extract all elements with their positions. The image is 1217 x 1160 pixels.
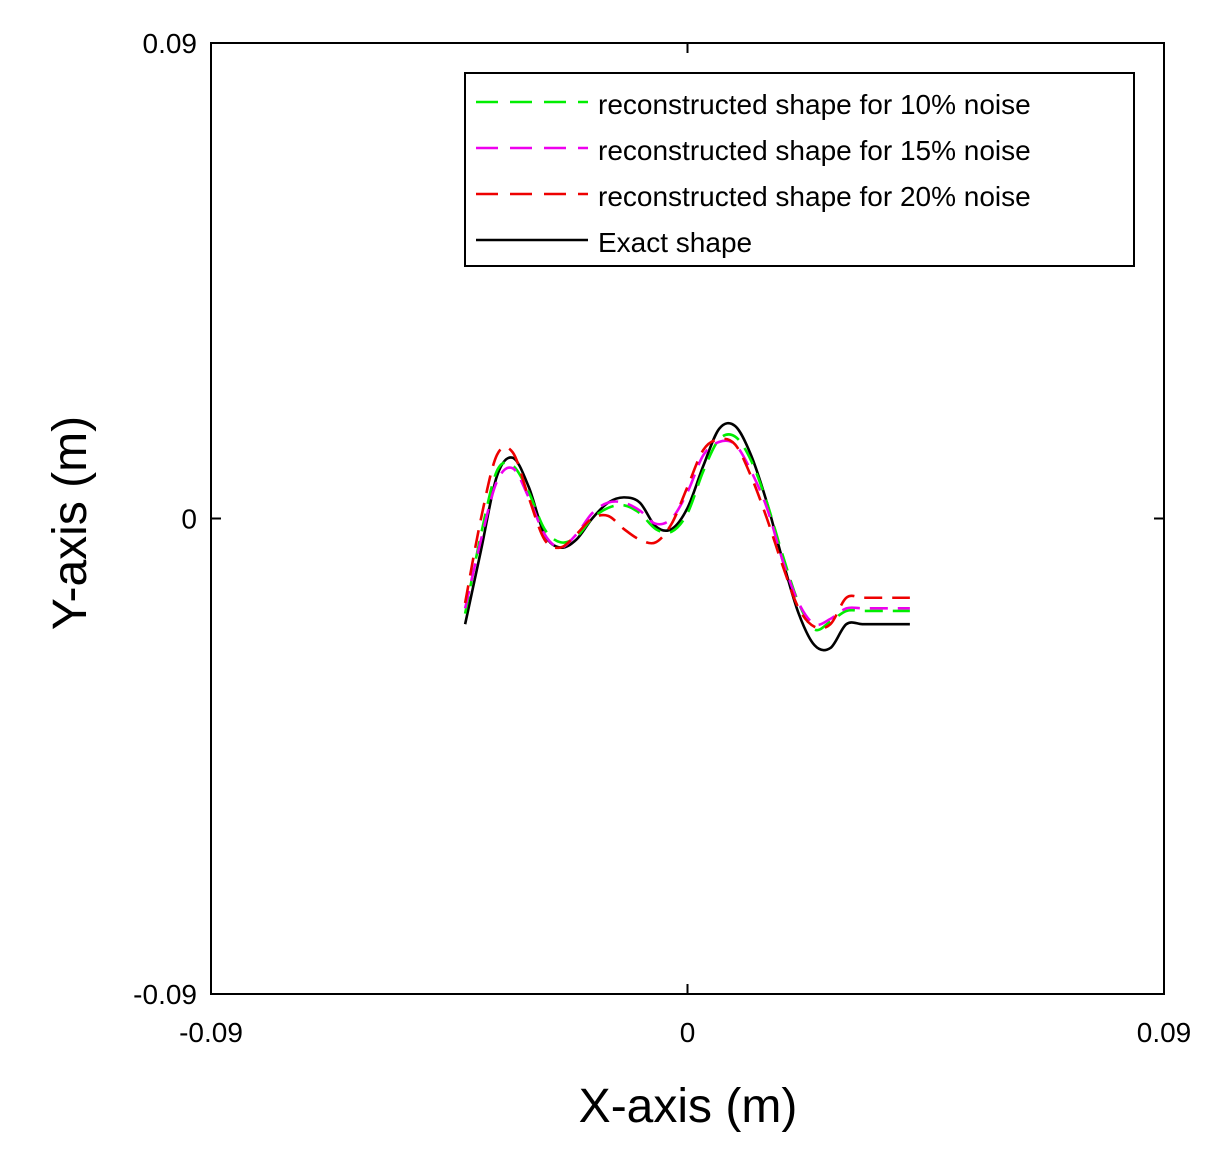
tick-layer: -0.09 0 0.09 -0.09 0 0.09 xyxy=(133,28,1191,1048)
legend-label-reconstructed-shape-for-10-noise: reconstructed shape for 10% noise xyxy=(598,89,1031,120)
series-line-exact-shape xyxy=(463,421,910,652)
x-tick-label: 0 xyxy=(680,1017,696,1048)
legend: reconstructed shape for 10% noise reconst… xyxy=(464,72,1135,267)
legend-label-reconstructed-shape-for-20-noise: reconstructed shape for 20% noise xyxy=(598,181,1031,212)
series-layer xyxy=(463,421,910,652)
legend-box xyxy=(464,72,1135,267)
series-line-reconstructed-shape-for-20-noise xyxy=(463,437,910,630)
y-tick-label: 0.09 xyxy=(143,28,198,59)
legend-label-reconstructed-shape-for-15-noise: reconstructed shape for 15% noise xyxy=(598,135,1031,166)
x-tick-label: 0.09 xyxy=(1137,1017,1192,1048)
x-tick-label: -0.09 xyxy=(179,1017,243,1048)
y-tick-label: -0.09 xyxy=(133,979,197,1010)
y-tick-label: 0 xyxy=(181,504,197,535)
x-axis-title: X-axis (m) xyxy=(579,1080,798,1133)
legend-label-exact-shape: Exact shape xyxy=(598,227,752,258)
y-axis-title: Y-axis (m) xyxy=(44,416,97,630)
legend-entries: reconstructed shape for 10% noise reconst… xyxy=(476,89,1031,258)
